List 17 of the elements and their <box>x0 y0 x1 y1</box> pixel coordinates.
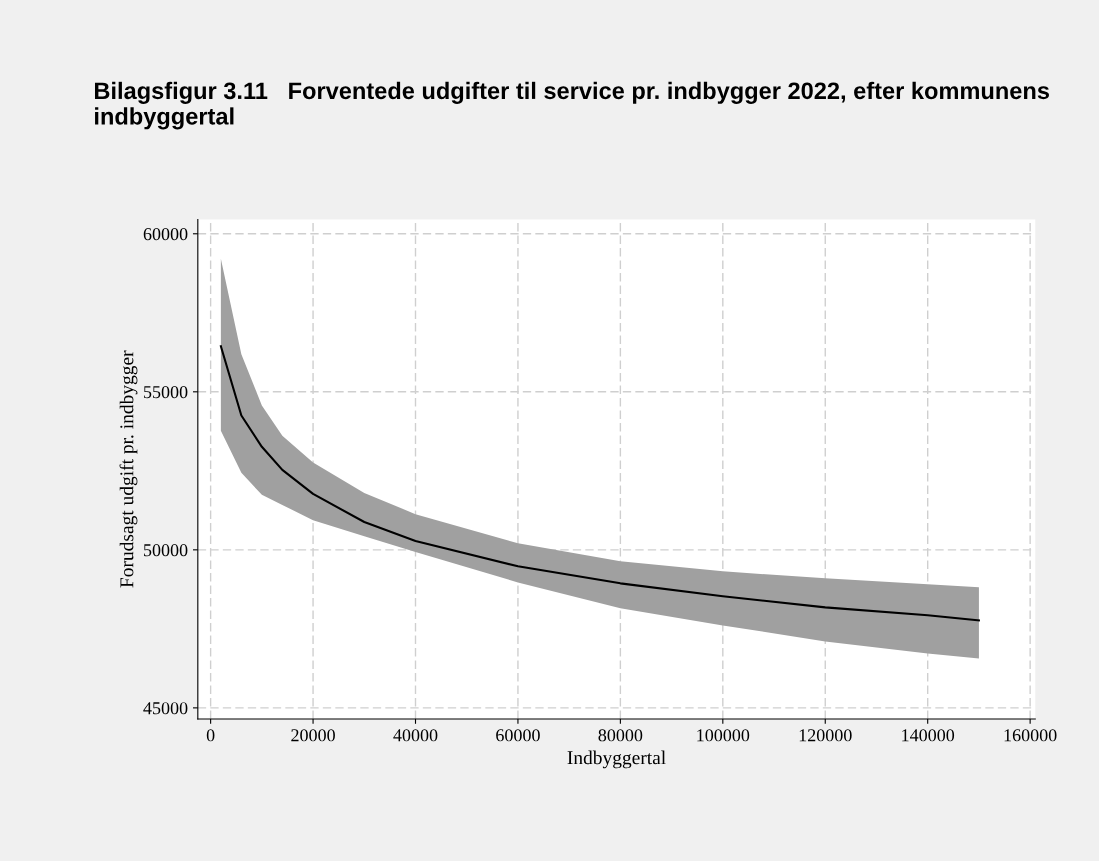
x-tick-label: 40000 <box>393 729 438 742</box>
x-axis-title: Indbyggertal <box>567 750 666 769</box>
x-tick-label: 100000 <box>697 729 750 742</box>
y-tick-label: 55000 <box>144 386 188 399</box>
y-tick-label: 45000 <box>143 702 188 715</box>
line-series <box>219 345 980 622</box>
x-tick-label: 80000 <box>598 729 643 742</box>
chart-title: Bilagsfigur 3.11 Forventede udgifter til service pr. indbygger 2022, efter kommunens indbyggertal <box>94 81 1049 130</box>
y-axis-title: Forudsagt udgift pr. indbygger <box>119 350 138 588</box>
x-tick-label: 140000 <box>902 729 955 742</box>
x-tick-label: 0 <box>206 729 215 742</box>
x-tick-label: 160000 <box>1004 729 1057 742</box>
x-tick-label: 120000 <box>799 729 852 742</box>
x-tick-label: 20000 <box>291 729 335 742</box>
y-tick-label: 60000 <box>143 228 188 241</box>
x-tick-label: 60000 <box>496 729 540 742</box>
y-tick-label: 50000 <box>144 544 188 557</box>
